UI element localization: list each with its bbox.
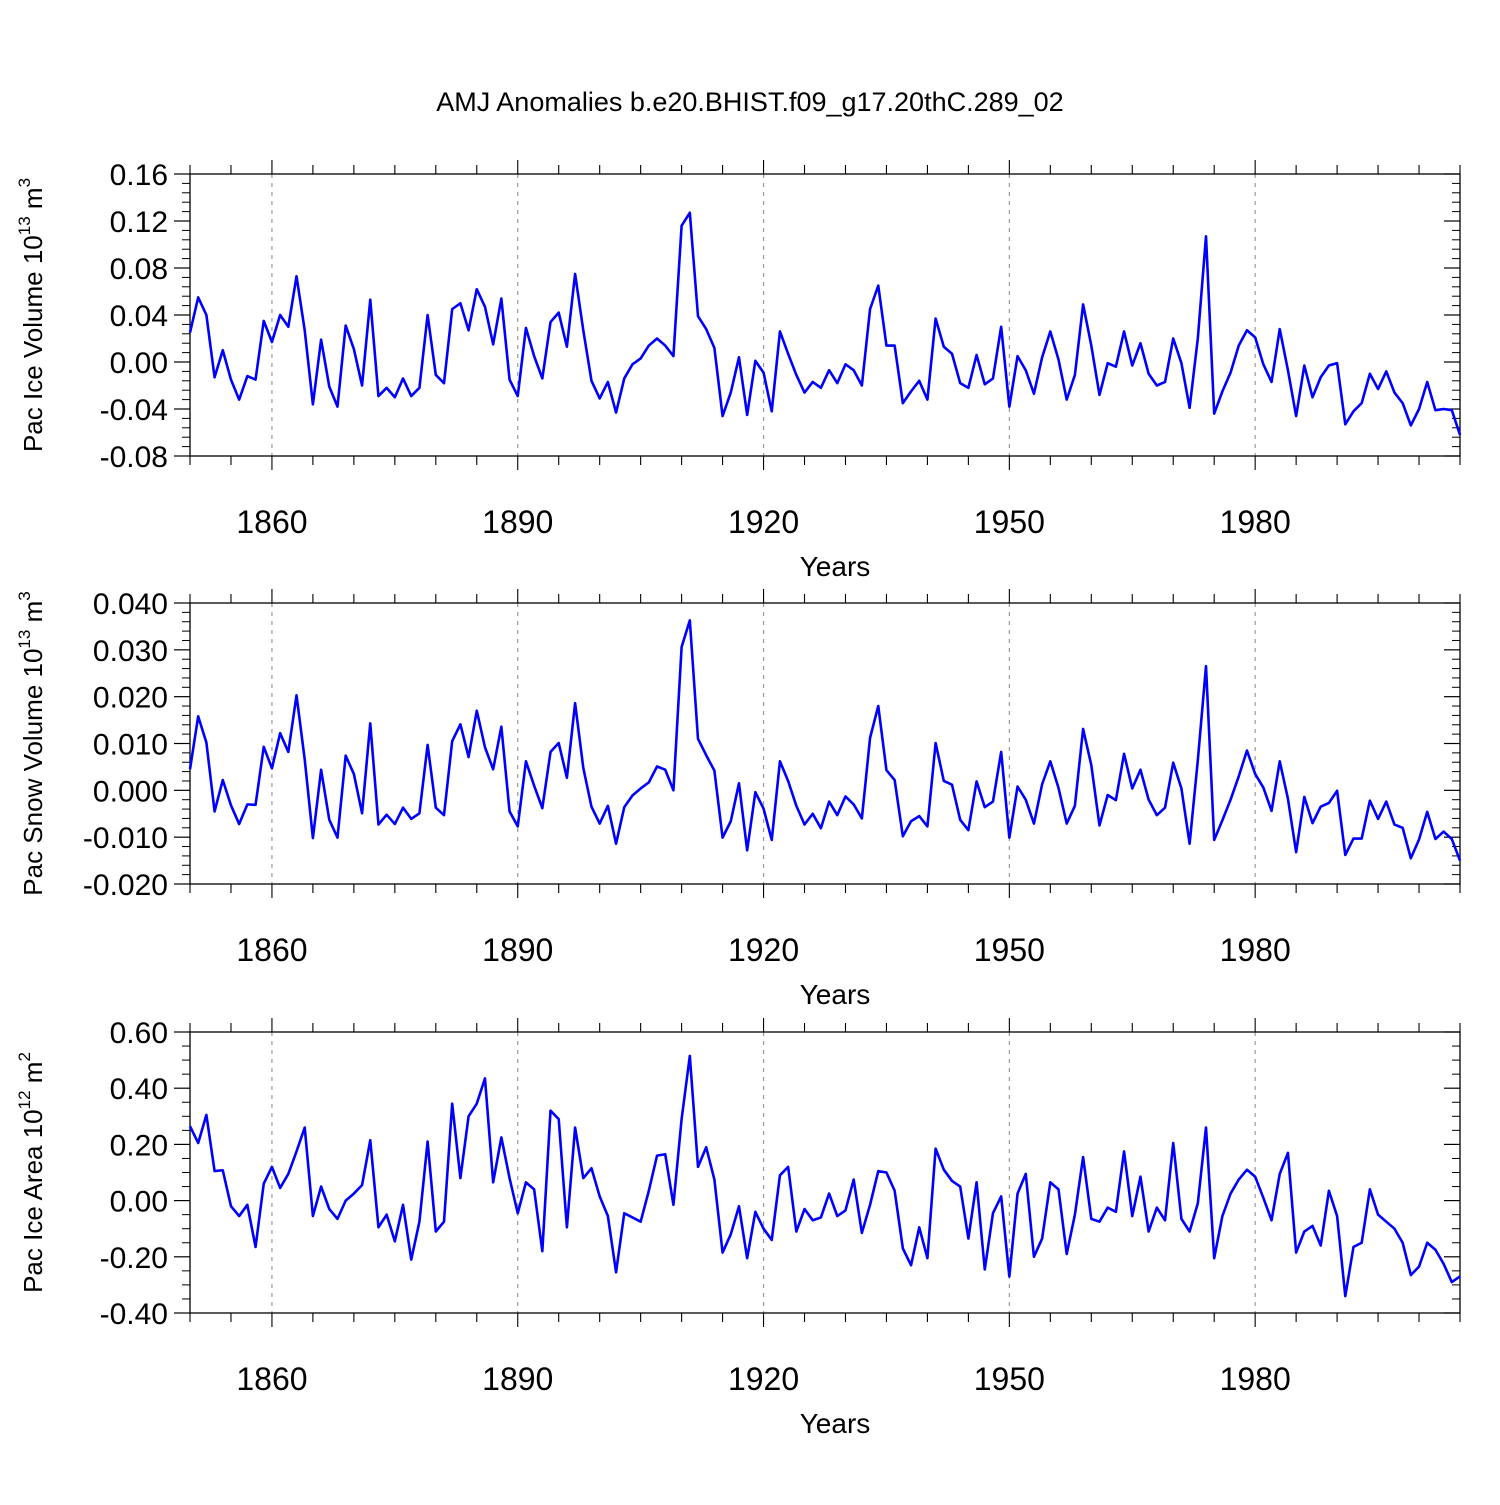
y-axis-label-unit: m — [18, 601, 48, 630]
y-axis-label-exponent: 12 — [15, 1090, 34, 1109]
y-tick-label: -0.20 — [100, 1242, 168, 1275]
y-axis-label: Pac Snow Volume 1013 m3 — [15, 591, 48, 895]
plot-frame — [189, 173, 1461, 457]
x-axis-label: Years — [800, 979, 871, 1010]
x-tick-label: 1920 — [728, 932, 799, 968]
x-tick-label: 1860 — [236, 1361, 307, 1397]
x-tick-label: 1860 — [236, 504, 307, 540]
y-axis-label-exponent: 13 — [15, 630, 34, 649]
y-axis-label: Pac Ice Area 1012 m2 — [15, 1052, 48, 1293]
x-tick-label: 1890 — [482, 504, 553, 540]
x-tick-label: 1980 — [1220, 504, 1291, 540]
x-tick-label: 1860 — [236, 932, 307, 968]
x-tick-label: 1920 — [728, 504, 799, 540]
panels: -0.08 -0.04 0.00 0.04 0.08 0.12 0.16 1860 1890 19… — [15, 159, 1462, 1439]
y-tick-label: 0.16 — [110, 159, 168, 192]
y-axis-label: Pac Ice Volume 1013 m3 — [15, 178, 48, 452]
y-tick-label: -0.40 — [100, 1298, 168, 1331]
x-tick-label: 1950 — [974, 932, 1045, 968]
plot-frame — [189, 1031, 1461, 1314]
y-tick-label: 0.04 — [110, 300, 168, 333]
y-tick-label: 0.40 — [110, 1073, 168, 1106]
y-tick-label: 0.20 — [110, 1129, 168, 1162]
y-tick-label: 0.00 — [110, 347, 168, 380]
y-tick-label: 0.020 — [93, 682, 168, 715]
x-tick-label: 1950 — [974, 504, 1045, 540]
y-axis-label-unit-exponent: 3 — [15, 178, 34, 187]
x-tick-label: 1920 — [728, 1361, 799, 1397]
y-tick-label: -0.08 — [100, 441, 168, 474]
panel-3: -0.40 -0.20 0.00 0.20 0.40 0.60 1860 1890 1920 19… — [15, 1017, 1461, 1439]
y-axis-label-unit-exponent: 2 — [15, 1052, 34, 1061]
y-axis-label-text: Pac Ice Area 10 — [18, 1109, 48, 1293]
x-tick-label: 1950 — [974, 1361, 1045, 1397]
y-tick-label: 0.08 — [110, 253, 168, 286]
x-axis-label: Years — [800, 1408, 871, 1439]
panel-1: -0.08 -0.04 0.00 0.04 0.08 0.12 0.16 1860 1890 19… — [15, 159, 1462, 582]
x-tick-label: 1890 — [482, 1361, 553, 1397]
y-tick-label: -0.04 — [100, 394, 168, 427]
y-tick-label: 0.040 — [93, 588, 168, 621]
y-axis-label-text: Pac Snow Volume 10 — [18, 649, 48, 896]
series-line — [188, 211, 1462, 436]
x-tick-label: 1980 — [1220, 1361, 1291, 1397]
y-axis-label-unit: m — [18, 187, 48, 216]
panel-2: -0.020 -0.010 0.000 0.010 0.020 0.030 0.040 186… — [15, 588, 1462, 1010]
y-tick-label: -0.020 — [83, 869, 168, 902]
y-tick-label: 0.60 — [110, 1017, 168, 1050]
y-tick-label: 0.030 — [93, 635, 168, 668]
y-tick-label: 0.12 — [110, 206, 168, 239]
y-axis-label-exponent: 13 — [15, 216, 34, 235]
series-line — [188, 1054, 1461, 1298]
plot-frame — [189, 602, 1461, 885]
chart-title: AMJ Anomalies b.e20.BHIST.f09_g17.20thC.… — [436, 87, 1063, 117]
x-axis-label: Years — [800, 551, 871, 582]
y-axis-label-unit-exponent: 3 — [15, 591, 34, 600]
x-tick-label: 1890 — [482, 932, 553, 968]
y-tick-label: -0.010 — [83, 822, 168, 855]
x-tick-label: 1980 — [1220, 932, 1291, 968]
series-line — [188, 619, 1462, 862]
y-tick-label: 0.00 — [110, 1186, 168, 1219]
y-tick-label: 0.000 — [93, 775, 168, 808]
y-axis-label-text: Pac Ice Volume 10 — [18, 235, 48, 452]
y-tick-label: 0.010 — [93, 729, 168, 762]
y-axis-label-unit: m — [18, 1062, 48, 1091]
